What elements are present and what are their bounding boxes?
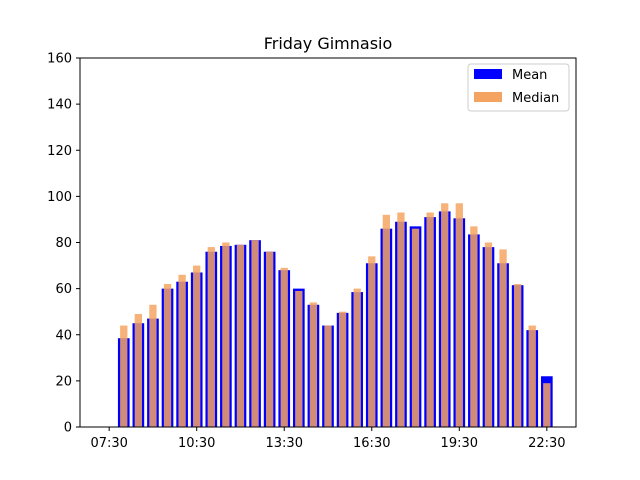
bar-median [222, 242, 230, 427]
y-tick-label: 20 [55, 374, 72, 389]
bar-median [309, 302, 318, 427]
axes-layer: 0 20 40 60 80 100 120 140 160 07:30 10:30 13:30 16:3… [47, 52, 577, 451]
y-tick-label: 160 [47, 52, 72, 67]
y-tick-label: 0 [64, 421, 72, 436]
bar-median [295, 290, 303, 427]
bar-median [338, 311, 347, 427]
legend-swatch-median [474, 92, 502, 102]
bars-layer [117, 203, 553, 427]
bar-median [514, 284, 522, 427]
x-tick-label: 19:30 [441, 436, 478, 451]
bar-median [470, 226, 478, 427]
bar-median [353, 288, 361, 427]
bar-median [236, 244, 245, 427]
y-tick-label: 80 [55, 236, 72, 251]
bar-median [411, 228, 420, 427]
chart-title: Friday Gimnasio [264, 34, 393, 53]
bar-median [324, 325, 332, 427]
bar-median [251, 240, 259, 427]
bar-median [382, 214, 390, 427]
x-tick-label: 22:30 [528, 436, 565, 451]
bar-median [266, 251, 274, 427]
y-tick-label: 100 [47, 190, 72, 205]
x-tick-label: 13:30 [266, 436, 303, 451]
bar-median [484, 242, 493, 427]
bar-median [441, 203, 449, 427]
legend-swatch-mean [474, 69, 502, 79]
y-tick-label: 60 [55, 282, 72, 297]
bar-median [368, 256, 376, 427]
legend-label-median: Median [512, 91, 559, 106]
x-tick-label: 16:30 [353, 436, 390, 451]
bar-median [280, 267, 288, 427]
x-tick-label: 07:30 [90, 436, 127, 451]
bar-median [149, 304, 157, 427]
bar-median [397, 212, 405, 427]
y-tick-label: 120 [47, 144, 72, 159]
bar-median [455, 203, 463, 427]
y-tick-label: 40 [55, 328, 72, 343]
y-tick-label: 140 [47, 98, 72, 113]
legend-label-mean: Mean [512, 68, 547, 83]
x-tick-label: 10:30 [178, 436, 215, 451]
bar-median [134, 313, 142, 427]
bar-median [193, 265, 201, 427]
legend: Mean Median [467, 63, 570, 112]
bar-median [499, 249, 507, 427]
bar-median [528, 325, 536, 427]
bar-median [426, 212, 434, 427]
bar-median [178, 274, 186, 427]
bar-median [207, 247, 215, 427]
bar-median [120, 325, 128, 427]
bar-median [543, 383, 551, 427]
bar-median [163, 284, 172, 427]
